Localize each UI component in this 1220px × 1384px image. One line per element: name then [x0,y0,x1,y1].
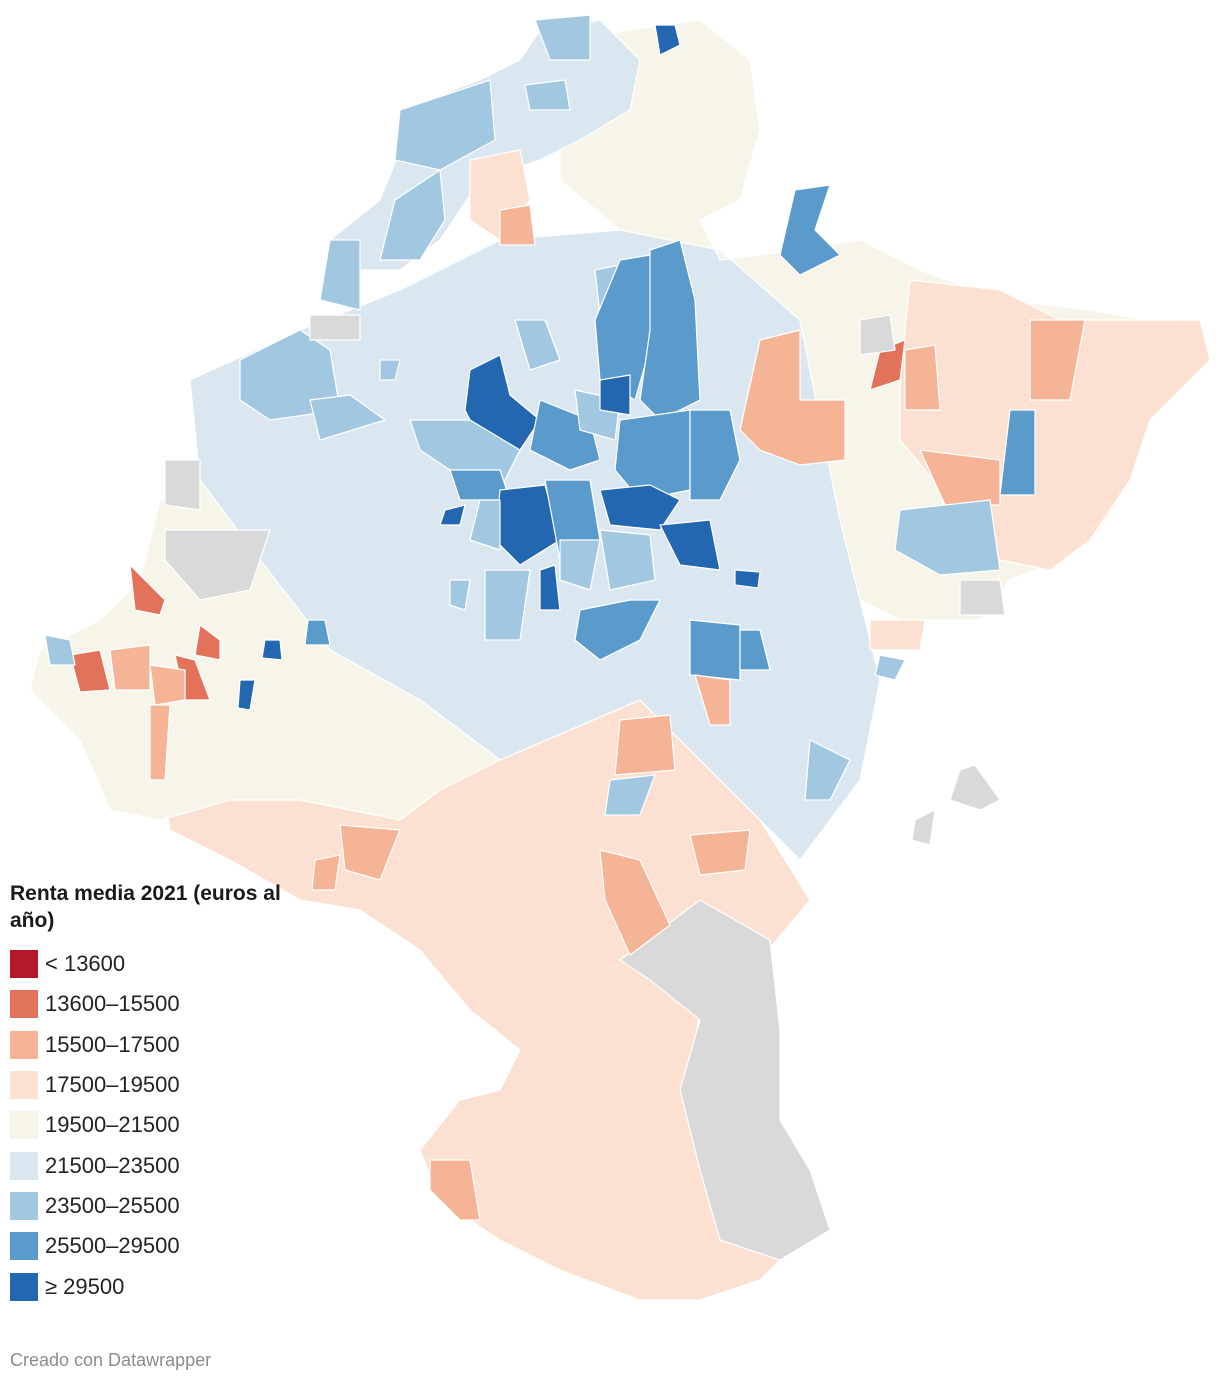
legend-items: < 13600 13600–15500 15500–17500 17500–19… [10,944,330,1307]
mun-e-1[interactable] [739,329,846,466]
legend-label: 19500–21500 [45,1112,180,1138]
legend-item-13600-15500: 13600–15500 [10,984,330,1024]
mun-w-nodata-3[interactable] [309,314,361,341]
mun-ne-8[interactable] [734,569,761,589]
mun-s-2[interactable] [599,849,671,956]
mun-nw-4[interactable] [534,14,591,61]
mun-nw-2[interactable] [379,169,446,261]
mun-center-1[interactable] [464,354,541,451]
legend-item-19500-21500: 19500–21500 [10,1105,330,1145]
mun-s-4[interactable] [311,854,341,891]
mun-w-blue-4[interactable] [237,679,256,711]
legend-label: 17500–19500 [45,1072,180,1098]
mun-w-blue-3[interactable] [261,639,283,661]
mun-s-5[interactable] [429,1159,481,1221]
mun-salazar[interactable] [779,184,841,276]
mun-center-12[interactable] [439,504,466,526]
mun-nw-5[interactable] [524,79,571,111]
legend-swatch [10,1232,38,1261]
mun-e-3[interactable] [904,344,941,411]
legend-item-gte29500: ≥ 29500 [10,1266,330,1306]
legend-swatch [10,1272,38,1301]
mun-e-5[interactable] [919,449,1001,506]
legend-swatch [10,1111,38,1140]
mun-e-4[interactable] [1029,319,1086,401]
mun-w-sal-2[interactable] [149,664,186,706]
mun-se-3[interactable] [739,629,771,671]
mun-e-nodata-3[interactable] [949,764,1001,811]
mun-center-10[interactable] [484,569,531,641]
mun-w-red-1[interactable] [129,564,166,616]
legend-swatch [10,1151,38,1180]
mun-w-sal-1[interactable] [109,644,151,691]
mun-baztan-w[interactable] [394,79,496,171]
mun-w-nodata-2[interactable] [164,529,271,601]
mun-e-nodata-1[interactable] [859,314,896,356]
mun-e-2[interactable] [869,339,906,391]
mun-ne-3[interactable] [599,374,631,416]
mun-center-8[interactable] [469,499,501,551]
mun-e-7[interactable] [894,499,1001,576]
legend-label: 25500–29500 [45,1233,180,1259]
mun-w-nodata-1[interactable] [164,459,201,511]
legend-item-17500-19500: 17500–19500 [10,1065,330,1105]
mun-center-9[interactable] [559,539,601,591]
mun-se-4[interactable] [804,739,851,801]
legend-item-lt13600: < 13600 [10,944,330,984]
mun-ne-6[interactable] [599,484,681,531]
mun-w-blue-2[interactable] [304,619,331,646]
mun-nw-3[interactable] [319,239,361,311]
legend-title: Renta media 2021 (euros al año) [10,882,281,932]
mun-se-8[interactable] [614,714,676,776]
legend-item-23500-25500: 23500–25500 [10,1186,330,1226]
mun-w-red-4[interactable] [194,624,221,661]
legend-item-21500-23500: 21500–23500 [10,1145,330,1185]
legend-swatch [10,950,38,979]
mun-e-nodata-2[interactable] [959,579,1006,616]
legend-swatch [10,1071,38,1100]
mun-se-6[interactable] [869,619,926,651]
mun-center-7[interactable] [539,564,561,611]
mun-w-red-2[interactable] [69,649,111,693]
mun-se-1[interactable] [574,599,661,661]
legend-label: < 13600 [45,951,126,977]
mun-e-nodata-4[interactable] [911,809,936,846]
mun-se-7[interactable] [694,674,731,726]
mun-se-5[interactable] [874,654,906,681]
mun-ne-5[interactable] [689,409,741,501]
mun-center-11[interactable] [449,579,471,611]
mun-se-2[interactable] [689,619,741,681]
mun-north-2[interactable] [499,204,536,246]
legend-label: 21500–23500 [45,1152,180,1178]
legend-swatch [10,1030,38,1059]
mun-ne-9[interactable] [599,529,656,591]
legend: Renta media 2021 (euros al año) < 13600 … [10,880,330,1307]
legend-label: 15500–17500 [45,1031,180,1057]
legend-swatch [10,1191,38,1220]
region-bardenas-nodata[interactable] [619,899,831,1261]
mun-s-1[interactable] [689,829,751,876]
mun-north-3[interactable] [654,24,681,56]
mun-ne-2[interactable] [639,239,701,421]
mun-w-sal-3[interactable] [149,704,171,781]
mun-se-9[interactable] [604,774,656,816]
legend-item-15500-17500: 15500–17500 [10,1025,330,1065]
mun-w-blue-1[interactable] [44,634,76,666]
legend-label: 13600–15500 [45,991,180,1017]
mun-center-13[interactable] [514,319,561,371]
mun-s-3[interactable] [339,824,401,881]
legend-label: 23500–25500 [45,1192,180,1218]
mun-e-6[interactable] [999,409,1036,496]
region-south-base[interactable] [159,699,811,1301]
mun-ne-7[interactable] [659,519,721,571]
legend-label: ≥ 29500 [45,1273,125,1299]
mun-w-3[interactable] [379,359,401,381]
legend-item-25500-29500: 25500–29500 [10,1226,330,1266]
mun-w-2[interactable] [309,394,386,441]
credit-line[interactable]: Creado con Datawrapper [10,1350,212,1370]
legend-swatch [10,990,38,1019]
